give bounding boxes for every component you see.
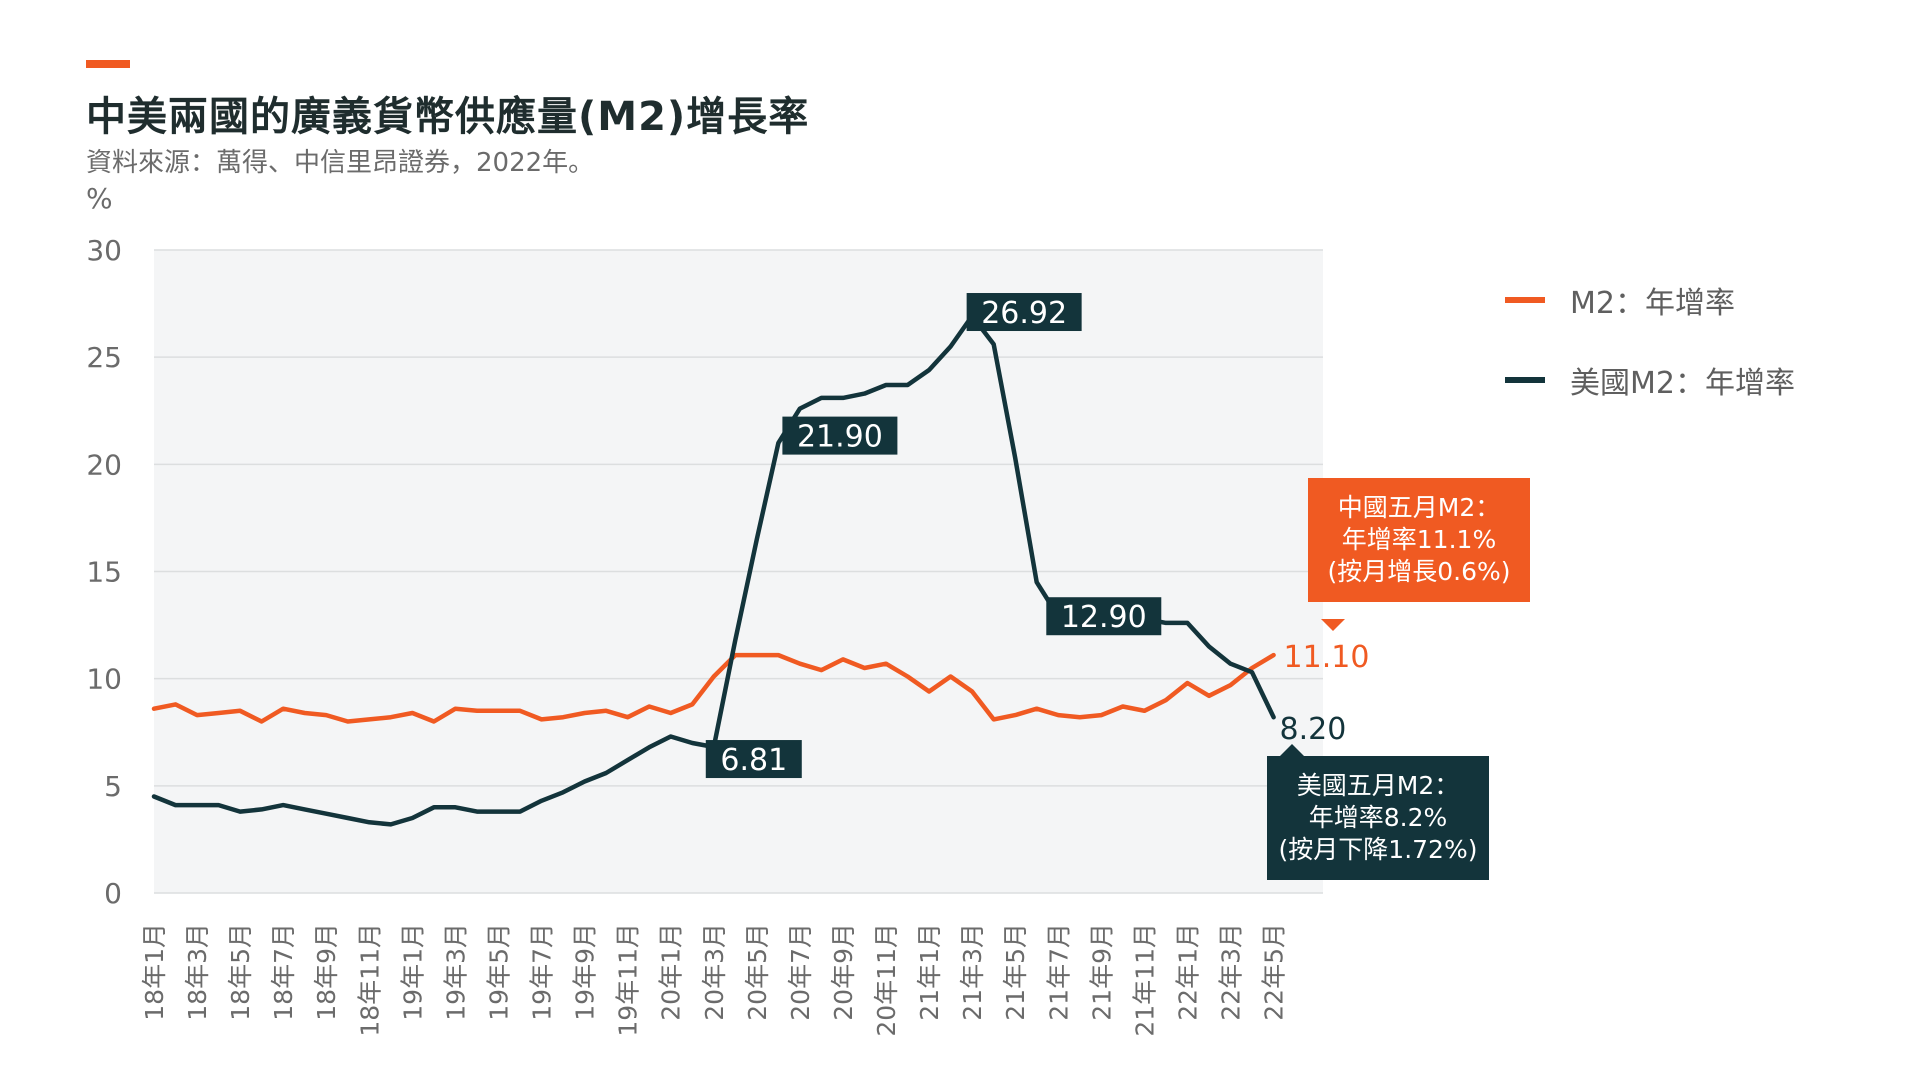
legend-label-china: M2：年增率 xyxy=(1570,286,1735,321)
y-tick-label: 5 xyxy=(104,770,122,803)
x-tick-label: 20年1月 xyxy=(657,923,686,1021)
x-tick-label: 20年9月 xyxy=(829,923,858,1021)
data-label: 26.92 xyxy=(981,296,1067,331)
x-tick-label: 18年5月 xyxy=(226,923,255,1021)
chart-title: 中美兩國的廣義貨幣供應量(M2)增長率 xyxy=(86,94,810,140)
x-tick-label: 22年5月 xyxy=(1260,923,1289,1021)
legend-item-china-m2: M2：年增率 xyxy=(1505,280,1795,321)
x-tick-label: 20年11月 xyxy=(872,923,901,1037)
callout-china-line-2: 年增率11.1% xyxy=(1341,525,1497,554)
x-tick-label: 18年1月 xyxy=(140,923,169,1021)
x-tick-label: 18年11月 xyxy=(355,923,384,1037)
data-label-box xyxy=(782,416,898,455)
series-line-china-m2 xyxy=(151,652,1276,724)
x-tick-label: 22年1月 xyxy=(1173,923,1202,1021)
data-label-box xyxy=(705,740,802,779)
x-tick-label: 18年7月 xyxy=(269,923,298,1021)
x-tick-label: 20年3月 xyxy=(700,923,729,1021)
callout-china-line-3: (按月增長0.6%) xyxy=(1327,557,1511,586)
data-label-box xyxy=(966,293,1082,332)
x-tick-label: 21年7月 xyxy=(1044,923,1073,1021)
y-tick-label: 10 xyxy=(86,663,122,696)
legend-label-us: 美國M2：年增率 xyxy=(1570,366,1795,401)
callout-china-may-m2: 中國五月M2： 年增率11.1% (按月增長0.6%) xyxy=(1308,478,1530,602)
callout-china-pointer xyxy=(1321,619,1345,631)
x-tick-label: 19年7月 xyxy=(528,923,557,1021)
y-tick-label: 20 xyxy=(86,448,122,481)
x-tick-label: 19年1月 xyxy=(398,923,427,1021)
x-tick-label: 19年5月 xyxy=(484,923,513,1021)
x-tick-label: 20年5月 xyxy=(743,923,772,1021)
legend-swatch-china xyxy=(1505,297,1545,303)
data-label: 12.90 xyxy=(1061,600,1147,635)
title-accent-bar xyxy=(86,60,130,68)
x-tick-label: 21年5月 xyxy=(1001,923,1030,1021)
data-label-us-latest: 8.20 xyxy=(1280,712,1347,747)
x-tick-label: 21年9月 xyxy=(1087,923,1116,1021)
x-tick-label: 19年11月 xyxy=(614,923,643,1037)
data-label: 21.90 xyxy=(797,420,883,455)
chart-legend: M2：年增率 美國M2：年增率 xyxy=(1505,280,1795,440)
legend-item-us-m2: 美國M2：年增率 xyxy=(1505,360,1795,401)
x-tick-label: 21年1月 xyxy=(915,923,944,1021)
y-tick-label: 25 xyxy=(86,341,122,374)
data-label-china-latest: 11.10 xyxy=(1284,640,1370,675)
x-tick-label: 21年3月 xyxy=(958,923,987,1021)
x-tick-label: 18年9月 xyxy=(312,923,341,1021)
x-tick-label: 19年9月 xyxy=(571,923,600,1021)
x-tick-label: 18年3月 xyxy=(183,923,212,1021)
x-tick-label: 19年3月 xyxy=(441,923,470,1021)
callout-china-line-1: 中國五月M2： xyxy=(1337,493,1501,522)
x-tick-label: 20年7月 xyxy=(786,923,815,1021)
callout-us-line-1: 美國五月M2： xyxy=(1296,771,1460,800)
data-label: 6.81 xyxy=(720,743,787,778)
y-tick-label: 15 xyxy=(86,556,122,589)
callout-us-may-m2: 美國五月M2： 年增率8.2% (按月下降1.72%) xyxy=(1267,756,1489,880)
y-tick-label: 30 xyxy=(86,234,122,267)
data-label-box xyxy=(1046,597,1162,636)
callout-us-line-3: (按月下降1.72%) xyxy=(1278,835,1478,864)
chart-subtitle: 資料來源：萬得、中信里昂證券，2022年。 xyxy=(86,148,595,178)
y-tick-label: 0 xyxy=(104,877,122,910)
x-tick-label: 21年11月 xyxy=(1130,923,1159,1037)
callout-us-line-2: 年增率8.2% xyxy=(1308,803,1448,832)
callout-us-pointer xyxy=(1280,744,1304,756)
y-axis-unit: % xyxy=(86,182,113,215)
legend-swatch-us xyxy=(1505,377,1545,383)
x-tick-label: 22年3月 xyxy=(1217,923,1246,1021)
